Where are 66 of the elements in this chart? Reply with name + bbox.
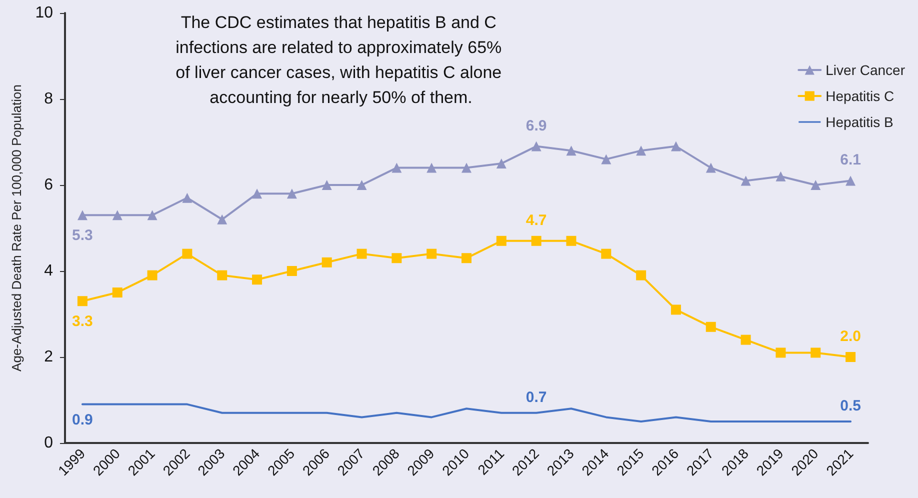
point — [740, 176, 751, 186]
point — [636, 146, 646, 156]
data-label: 6.9 — [526, 117, 547, 134]
data-label: 0.7 — [526, 388, 547, 406]
legend-label: Hepatitis B — [826, 114, 894, 130]
point — [77, 296, 88, 306]
point — [636, 270, 646, 280]
point — [356, 180, 367, 190]
point — [670, 141, 681, 152]
legend-label: Hepatitis C — [826, 88, 894, 104]
point — [810, 348, 821, 358]
point — [182, 192, 192, 203]
point — [322, 257, 332, 268]
point — [706, 162, 716, 173]
point — [147, 210, 158, 220]
point — [252, 274, 262, 285]
point — [531, 141, 542, 152]
legend-label: Liver Cancer — [826, 62, 906, 78]
point — [462, 253, 472, 264]
point — [706, 322, 716, 332]
y-tick-label: 0 — [44, 434, 54, 452]
y-tick-label: 4 — [44, 262, 54, 280]
y-tick-label: 6 — [44, 176, 54, 194]
point — [322, 180, 332, 190]
data-label: 5.3 — [72, 227, 93, 244]
point — [740, 334, 751, 345]
point — [496, 158, 506, 168]
data-label: 6.1 — [840, 152, 861, 169]
point — [286, 188, 297, 199]
point — [182, 248, 192, 259]
point — [217, 270, 228, 280]
point — [846, 352, 856, 362]
point — [462, 162, 472, 173]
point — [601, 248, 612, 259]
point — [147, 270, 158, 280]
point — [670, 304, 681, 315]
point — [356, 248, 367, 259]
point — [566, 146, 576, 156]
y-tick-label: 10 — [35, 4, 54, 22]
annotation: The CDC estimates that hepatitis B and C infections are related to approximately 65% of liver cancer cases, with hepatitis C alone accounting for nearly 50% of them. — [176, 13, 506, 107]
point — [531, 236, 542, 246]
data-label: 0.5 — [840, 398, 861, 414]
point — [392, 253, 402, 264]
point — [566, 236, 576, 246]
data-label: 4.7 — [526, 212, 547, 229]
y-axis-title: Age-Adjusted Death Rate Per 100,000 Population — [9, 84, 24, 372]
point — [217, 214, 228, 224]
point — [426, 248, 437, 259]
point — [112, 288, 122, 298]
point — [392, 162, 402, 173]
data-label: 0.9 — [72, 411, 93, 428]
point — [601, 154, 612, 164]
point — [112, 210, 122, 220]
point — [286, 266, 297, 276]
point — [810, 180, 821, 190]
y-tick-label: 2 — [44, 348, 54, 366]
point — [496, 236, 506, 246]
point — [426, 162, 437, 173]
point — [776, 171, 786, 182]
point — [77, 210, 88, 220]
data-label: 2.0 — [840, 328, 861, 345]
y-tick-label: 8 — [44, 90, 54, 108]
point — [252, 188, 262, 199]
point — [776, 348, 786, 358]
data-label: 3.3 — [72, 313, 93, 330]
point — [846, 176, 856, 186]
